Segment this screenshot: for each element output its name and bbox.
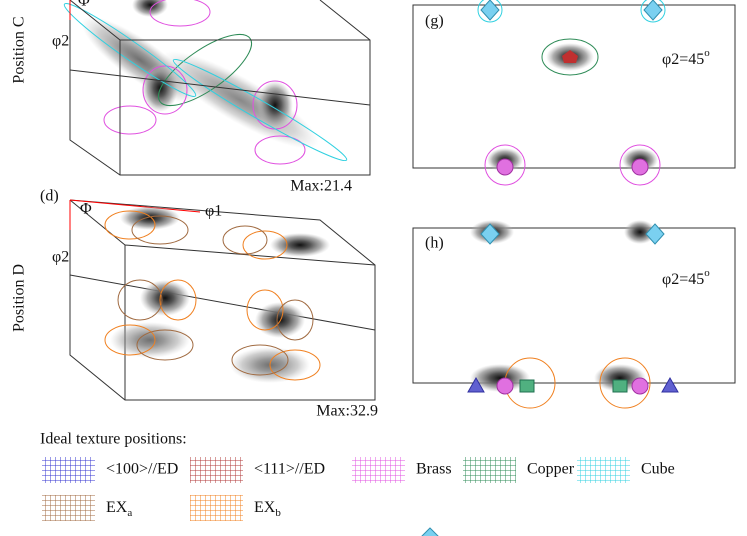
legend-swatch (577, 457, 630, 483)
panel-label: (g) (425, 13, 444, 30)
legend-label: Cube (641, 461, 675, 478)
axis-label: φ1 (205, 203, 222, 220)
legend-label: Brass (416, 461, 452, 478)
section-label: φ2=45o (662, 267, 710, 288)
section-label: φ2=45o (662, 47, 710, 68)
legend-swatch (352, 457, 405, 483)
max-label: Max:21.4 (290, 178, 352, 195)
legend-swatch (190, 495, 243, 521)
max-label: Max:32.9 (316, 403, 378, 420)
legend-label: EXa (106, 499, 132, 519)
cut-icon (421, 527, 439, 536)
label-main: EX (106, 499, 128, 516)
label-main: EX (254, 499, 276, 516)
legend-swatch (42, 495, 95, 521)
label-sub: a (127, 507, 132, 519)
legend-title: Ideal texture positions: (40, 431, 187, 448)
axis-label: φ2 (52, 249, 69, 266)
panel-c: Position C Φ φ2 Max:21.4 (11, 0, 371, 195)
legend: Ideal texture positions: <100>//ED <111>/… (40, 431, 675, 521)
legend-swatch (190, 457, 243, 483)
axis-label: Φ (78, 0, 90, 10)
panel-label: (d) (40, 188, 59, 205)
legend-label: <100>//ED (106, 461, 178, 478)
axis-label: Φ (80, 201, 92, 218)
legend-swatch (42, 457, 95, 483)
panel-h: (h) φ2=45o (412, 220, 736, 409)
legend-swatch (463, 457, 516, 483)
legend-label: <111>//ED (254, 461, 325, 478)
row-label: Position D (11, 264, 28, 332)
legend-label: EXb (254, 499, 281, 519)
panel-label: (h) (425, 235, 444, 252)
panel-d: (d) Position D Φ φ1 φ2 Max:32.9 (11, 188, 378, 420)
label-sub: b (275, 507, 281, 519)
row-label: Position C (11, 16, 28, 83)
panel-g: (g) φ2=45o (412, 0, 736, 186)
legend-label: Copper (527, 461, 575, 478)
axis-label: φ2 (52, 33, 69, 50)
